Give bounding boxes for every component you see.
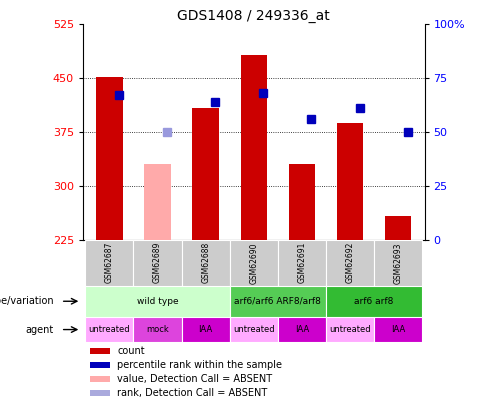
Text: IAA: IAA	[199, 325, 213, 334]
Text: GSM62690: GSM62690	[249, 242, 258, 284]
Text: GSM62687: GSM62687	[105, 242, 114, 284]
Bar	[85, 240, 134, 286]
Text: mock: mock	[146, 325, 169, 334]
Bar	[134, 317, 182, 343]
Text: untreated: untreated	[89, 325, 130, 334]
Bar	[230, 317, 278, 343]
Bar	[230, 286, 326, 317]
Bar	[326, 240, 374, 286]
Text: GSM62693: GSM62693	[394, 242, 403, 284]
Bar	[85, 317, 134, 343]
Text: arf6/arf6 ARF8/arf8: arf6/arf6 ARF8/arf8	[234, 297, 321, 306]
Bar	[134, 240, 182, 286]
Bar	[85, 286, 230, 317]
Bar	[385, 216, 411, 240]
Text: GSM62689: GSM62689	[153, 242, 162, 284]
Bar	[182, 317, 230, 343]
Bar	[90, 390, 110, 396]
Bar	[90, 362, 110, 368]
Text: untreated: untreated	[233, 325, 275, 334]
Text: rank, Detection Call = ABSENT: rank, Detection Call = ABSENT	[117, 388, 267, 398]
Bar	[326, 317, 374, 343]
Bar	[96, 77, 122, 240]
Text: value, Detection Call = ABSENT: value, Detection Call = ABSENT	[117, 374, 272, 384]
Bar	[241, 55, 267, 240]
Bar	[192, 108, 219, 240]
Bar	[326, 286, 422, 317]
Bar	[230, 240, 278, 286]
Bar	[337, 123, 363, 240]
Bar	[288, 164, 315, 240]
Text: IAA: IAA	[295, 325, 309, 334]
Text: GSM62688: GSM62688	[201, 242, 210, 284]
Bar	[90, 348, 110, 354]
Bar	[374, 317, 422, 343]
Bar	[90, 376, 110, 382]
Bar	[278, 317, 326, 343]
Title: GDS1408 / 249336_at: GDS1408 / 249336_at	[177, 9, 330, 23]
Text: genotype/variation: genotype/variation	[0, 296, 54, 306]
Text: untreated: untreated	[329, 325, 371, 334]
Bar	[182, 240, 230, 286]
Bar	[374, 240, 422, 286]
Text: percentile rank within the sample: percentile rank within the sample	[117, 360, 282, 370]
Text: IAA: IAA	[391, 325, 405, 334]
Text: arf6 arf8: arf6 arf8	[354, 297, 394, 306]
Text: GSM62691: GSM62691	[297, 242, 306, 284]
Text: agent: agent	[26, 324, 54, 335]
Text: count: count	[117, 346, 145, 356]
Text: GSM62692: GSM62692	[346, 242, 354, 284]
Bar	[278, 240, 326, 286]
Bar	[144, 164, 171, 240]
Text: wild type: wild type	[137, 297, 178, 306]
